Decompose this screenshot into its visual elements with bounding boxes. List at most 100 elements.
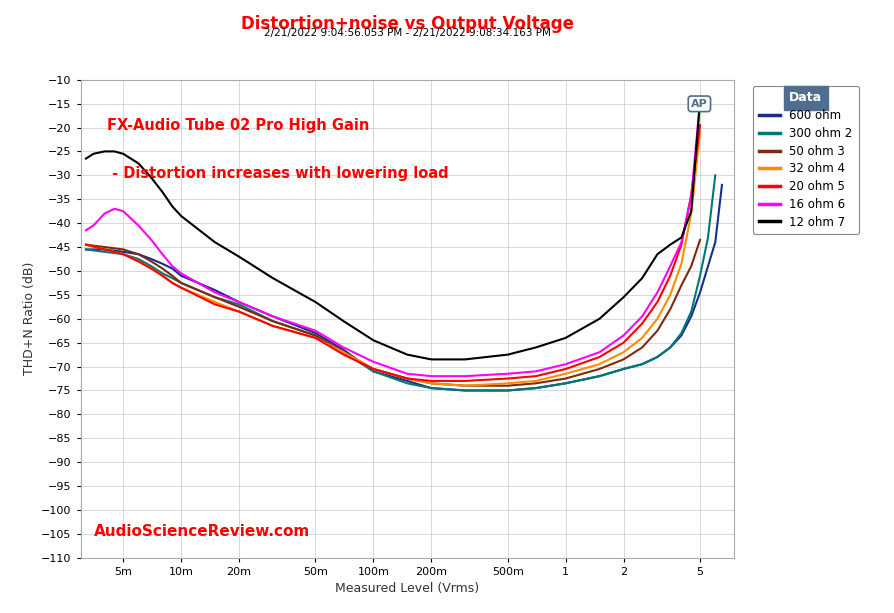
32 ohm 4 bbox=[618, 349, 628, 356]
16 ohm 6 bbox=[664, 262, 675, 270]
300 ohm 2 bbox=[146, 262, 156, 270]
16 ohm 6 bbox=[694, 97, 704, 105]
12 ohm 7 bbox=[175, 212, 186, 219]
32 ohm 4 bbox=[338, 349, 349, 356]
12 ohm 7 bbox=[530, 344, 541, 351]
12 ohm 7 bbox=[338, 318, 349, 325]
16 ohm 6 bbox=[675, 238, 686, 246]
600 ohm bbox=[502, 387, 512, 394]
50 ohm 3 bbox=[99, 243, 110, 251]
16 ohm 6 bbox=[426, 373, 436, 380]
Text: FX-Audio Tube 02 Pro High Gain: FX-Audio Tube 02 Pro High Gain bbox=[106, 118, 368, 133]
12 ohm 7 bbox=[118, 150, 129, 158]
50 ohm 3 bbox=[426, 379, 436, 387]
600 ohm bbox=[675, 332, 686, 339]
600 ohm bbox=[167, 265, 178, 272]
20 ohm 5 bbox=[157, 272, 168, 280]
600 ohm bbox=[233, 299, 244, 306]
20 ohm 5 bbox=[146, 265, 156, 272]
16 ohm 6 bbox=[652, 289, 662, 296]
600 ohm bbox=[530, 384, 541, 392]
600 ohm bbox=[401, 377, 412, 384]
600 ohm bbox=[209, 286, 220, 294]
600 ohm bbox=[99, 246, 110, 253]
600 ohm bbox=[157, 260, 168, 267]
32 ohm 4 bbox=[118, 251, 129, 258]
20 ohm 5 bbox=[118, 251, 129, 258]
50 ohm 3 bbox=[133, 251, 144, 258]
300 ohm 2 bbox=[118, 251, 129, 258]
600 ohm bbox=[685, 313, 696, 320]
32 ohm 4 bbox=[267, 322, 278, 330]
300 ohm 2 bbox=[133, 256, 144, 263]
50 ohm 3 bbox=[460, 382, 470, 389]
20 ohm 5 bbox=[560, 365, 570, 373]
50 ohm 3 bbox=[267, 318, 278, 325]
600 ohm bbox=[426, 384, 436, 392]
12 ohm 7 bbox=[367, 337, 378, 344]
32 ohm 4 bbox=[367, 365, 378, 373]
12 ohm 7 bbox=[233, 253, 244, 261]
12 ohm 7 bbox=[146, 174, 156, 181]
16 ohm 6 bbox=[460, 373, 470, 380]
Y-axis label: THD+N Ratio (dB): THD+N Ratio (dB) bbox=[22, 262, 36, 375]
16 ohm 6 bbox=[530, 368, 541, 375]
12 ohm 7 bbox=[560, 334, 570, 341]
600 ohm bbox=[267, 313, 278, 320]
20 ohm 5 bbox=[209, 301, 220, 308]
300 ohm 2 bbox=[675, 329, 686, 337]
20 ohm 5 bbox=[133, 257, 144, 265]
300 ohm 2 bbox=[426, 384, 436, 392]
32 ohm 4 bbox=[99, 246, 110, 253]
600 ohm bbox=[664, 344, 675, 351]
50 ohm 3 bbox=[338, 349, 349, 356]
300 ohm 2 bbox=[175, 280, 186, 287]
20 ohm 5 bbox=[167, 280, 178, 287]
50 ohm 3 bbox=[118, 246, 129, 253]
50 ohm 3 bbox=[502, 382, 512, 389]
32 ohm 4 bbox=[594, 360, 604, 368]
16 ohm 6 bbox=[146, 236, 156, 243]
32 ohm 4 bbox=[175, 284, 186, 291]
32 ohm 4 bbox=[652, 315, 662, 322]
300 ohm 2 bbox=[209, 294, 220, 301]
32 ohm 4 bbox=[146, 265, 156, 272]
50 ohm 3 bbox=[233, 303, 244, 311]
16 ohm 6 bbox=[209, 289, 220, 296]
32 ohm 4 bbox=[685, 210, 696, 217]
Line: 32 ohm 4: 32 ohm 4 bbox=[86, 132, 699, 386]
12 ohm 7 bbox=[133, 160, 144, 167]
50 ohm 3 bbox=[146, 257, 156, 265]
300 ohm 2 bbox=[709, 172, 720, 179]
Text: AudioScienceReview.com: AudioScienceReview.com bbox=[94, 524, 309, 539]
300 ohm 2 bbox=[367, 368, 378, 375]
50 ohm 3 bbox=[530, 379, 541, 387]
16 ohm 6 bbox=[118, 208, 129, 215]
20 ohm 5 bbox=[175, 284, 186, 291]
50 ohm 3 bbox=[664, 305, 675, 313]
300 ohm 2 bbox=[594, 373, 604, 380]
16 ohm 6 bbox=[167, 262, 178, 270]
Line: 600 ohm: 600 ohm bbox=[86, 185, 721, 390]
600 ohm bbox=[338, 346, 349, 354]
600 ohm bbox=[694, 289, 704, 296]
20 ohm 5 bbox=[694, 121, 704, 129]
600 ohm bbox=[146, 256, 156, 263]
32 ohm 4 bbox=[560, 370, 570, 378]
20 ohm 5 bbox=[530, 373, 541, 380]
12 ohm 7 bbox=[88, 150, 98, 158]
12 ohm 7 bbox=[167, 203, 178, 210]
32 ohm 4 bbox=[675, 260, 686, 267]
16 ohm 6 bbox=[685, 193, 696, 200]
12 ohm 7 bbox=[460, 356, 470, 363]
300 ohm 2 bbox=[460, 387, 470, 394]
300 ohm 2 bbox=[694, 272, 704, 280]
300 ohm 2 bbox=[685, 308, 696, 315]
Text: - Distortion increases with lowering load: - Distortion increases with lowering loa… bbox=[106, 166, 448, 181]
300 ohm 2 bbox=[80, 246, 91, 253]
16 ohm 6 bbox=[401, 370, 412, 378]
300 ohm 2 bbox=[157, 270, 168, 277]
32 ohm 4 bbox=[694, 129, 704, 136]
20 ohm 5 bbox=[309, 334, 320, 341]
12 ohm 7 bbox=[664, 241, 675, 248]
